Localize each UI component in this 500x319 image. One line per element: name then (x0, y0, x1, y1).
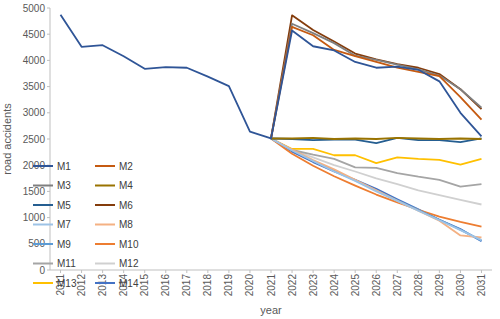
x-tick-label: 2024 (329, 274, 340, 297)
x-tick (334, 270, 335, 273)
x-tick-label: 2012 (76, 274, 87, 297)
y-tick-label: 3500 (23, 81, 46, 92)
legend-swatch (95, 185, 115, 187)
legend-swatch (33, 165, 53, 167)
legend-label: M9 (57, 239, 71, 250)
x-tick (60, 270, 61, 273)
y-tick-label: 0 (39, 265, 45, 276)
x-tick-label: 2031 (476, 274, 487, 297)
x-tick (123, 270, 124, 273)
legend-label: M10 (119, 239, 139, 250)
plot-area (61, 15, 482, 241)
x-tick-label: 2018 (202, 274, 213, 297)
x-tick (186, 270, 187, 273)
legend-swatch (33, 224, 53, 226)
x-tick (207, 270, 208, 273)
x-tick-label: 2026 (371, 274, 382, 297)
series-line (271, 15, 481, 138)
x-tick-label: 2021 (266, 274, 277, 297)
x-tick (144, 270, 145, 273)
legend-swatch (33, 282, 53, 284)
x-tick (481, 270, 482, 273)
x-tick-label: 2013 (97, 274, 108, 297)
legend-label: M13 (57, 278, 77, 289)
series-line (271, 138, 481, 240)
legend-label: M1 (57, 161, 71, 172)
x-tick (439, 270, 440, 273)
legend-swatch (95, 224, 115, 226)
x-axis-title: year (260, 304, 282, 316)
y-tick-label: 1000 (23, 212, 46, 223)
legend-label: M14 (119, 278, 139, 289)
legend-label: M6 (119, 200, 133, 211)
x-tick-label: 2023 (308, 274, 319, 297)
x-tick-label: 2027 (392, 274, 403, 297)
series-line (271, 138, 481, 226)
legend-swatch (95, 263, 115, 265)
x-tick-label: 2030 (455, 274, 466, 297)
y-axis-title: road accidents (1, 103, 13, 175)
legend-swatch (33, 185, 53, 187)
x-tick-label: 2019 (223, 274, 234, 297)
x-tick-label: 2029 (434, 274, 445, 297)
legend-swatch (95, 243, 115, 245)
legend-label: M8 (119, 219, 133, 230)
x-tick-label: 2015 (139, 274, 150, 297)
legend-swatch (33, 263, 53, 265)
series-line (61, 15, 482, 139)
legend-label: M3 (57, 180, 71, 191)
x-tick-label: 2028 (413, 274, 424, 297)
x-tick (81, 270, 82, 273)
legend-label: M4 (119, 180, 133, 191)
series-line (271, 138, 481, 186)
y-tick-label: 5000 (23, 3, 46, 14)
legend: M1 M2 M3 M4 M5 M6 M7 M8 M9 M10 M11 M12 M13 M14 (33, 161, 139, 289)
legend-label: M5 (57, 200, 71, 211)
x-tick-label: 2017 (181, 274, 192, 297)
x-tick (376, 270, 377, 273)
series-line (271, 27, 481, 139)
series-line (271, 138, 481, 241)
y-tick-label: 2500 (23, 134, 46, 145)
y-tick-label: 4500 (23, 29, 46, 40)
x-tick (271, 270, 272, 273)
legend-swatch (33, 204, 53, 206)
series-line (271, 138, 481, 139)
chart: 0500100015002000250030003500400045005000… (0, 0, 500, 319)
series-line (271, 138, 481, 143)
series-line (271, 24, 481, 139)
legend-swatch (95, 165, 115, 167)
y-axis (50, 8, 51, 270)
x-tick (228, 270, 229, 273)
x-tick-label: 2025 (350, 274, 361, 297)
x-tick (249, 270, 250, 273)
x-tick-label: 2020 (244, 274, 255, 297)
legend-swatch (95, 204, 115, 206)
x-tick-label: 2016 (160, 274, 171, 297)
y-tick-label: 4000 (23, 55, 46, 66)
x-tick (102, 270, 103, 273)
x-tick-label: 2022 (287, 274, 298, 297)
series-line (271, 138, 481, 237)
y-tick-label: 1500 (23, 186, 46, 197)
legend-swatch (95, 282, 115, 284)
x-tick (397, 270, 398, 273)
x-tick (292, 270, 293, 273)
legend-label: M12 (119, 258, 139, 269)
legend-label: M11 (57, 258, 76, 269)
series-line (271, 138, 481, 240)
x-tick (165, 270, 166, 273)
x-tick (313, 270, 314, 273)
x-tick (418, 270, 419, 273)
legend-swatch (33, 243, 53, 245)
x-tick (460, 270, 461, 273)
x-tick (355, 270, 356, 273)
y-tick-label: 3000 (23, 107, 46, 118)
legend-label: M7 (57, 219, 71, 230)
legend-label: M2 (119, 161, 133, 172)
